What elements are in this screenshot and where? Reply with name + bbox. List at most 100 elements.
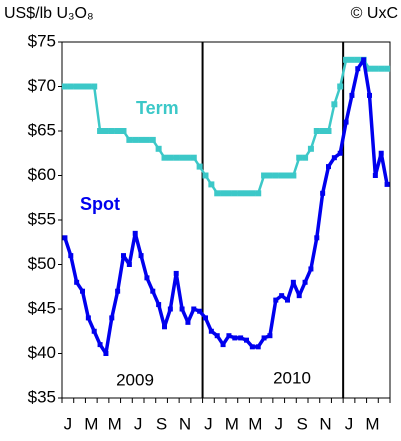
series-marker xyxy=(308,266,314,272)
series-marker xyxy=(272,172,279,179)
series-marker xyxy=(220,190,227,197)
source: © UxC xyxy=(351,5,398,22)
series-marker xyxy=(173,154,180,161)
series-marker xyxy=(232,335,238,341)
series-marker xyxy=(279,293,285,299)
series-marker xyxy=(185,319,191,325)
y-tick-label: $60 xyxy=(28,165,56,184)
series-marker xyxy=(203,315,208,321)
series-marker xyxy=(173,270,179,276)
series-marker xyxy=(167,154,174,161)
series-marker xyxy=(378,150,384,156)
series-marker xyxy=(120,128,127,134)
series-marker xyxy=(319,128,326,134)
x-tick-label: J xyxy=(204,414,213,433)
series-marker xyxy=(290,172,297,179)
series-marker xyxy=(261,172,268,179)
series-marker xyxy=(109,315,115,321)
series-marker xyxy=(384,65,391,72)
series-marker xyxy=(80,288,85,294)
series-marker xyxy=(343,119,349,125)
series-marker xyxy=(296,293,302,299)
series-marker xyxy=(197,308,203,314)
series-marker xyxy=(372,65,379,72)
series-marker xyxy=(285,297,290,303)
series-marker xyxy=(143,136,150,143)
series-marker xyxy=(150,288,156,294)
series-marker xyxy=(355,66,361,72)
series-marker xyxy=(155,145,162,152)
series-marker xyxy=(121,253,126,259)
x-tick-label: J xyxy=(64,414,73,433)
series-marker xyxy=(138,136,145,143)
series-marker xyxy=(214,333,220,339)
x-tick-label: M xyxy=(365,414,379,433)
series-marker xyxy=(226,333,232,339)
series-marker xyxy=(103,351,109,356)
series-marker xyxy=(196,163,203,170)
series-marker xyxy=(132,230,138,236)
series-marker xyxy=(302,279,308,285)
series-marker xyxy=(266,172,273,179)
legend-label: Spot xyxy=(80,194,120,214)
series-marker xyxy=(91,83,98,90)
series-marker xyxy=(320,190,326,196)
series-marker xyxy=(132,136,139,143)
year-label: 2009 xyxy=(116,370,154,389)
series-marker xyxy=(366,65,373,72)
y-tick-label: $70 xyxy=(28,76,56,95)
y-tick-label: $75 xyxy=(28,31,56,50)
series-marker xyxy=(214,190,221,197)
series-marker xyxy=(97,128,104,134)
series-marker xyxy=(79,83,86,90)
x-tick-label: J xyxy=(134,414,143,433)
series-marker xyxy=(126,136,133,143)
y-tick-label: $55 xyxy=(28,209,56,228)
series-marker xyxy=(114,128,121,134)
series-marker xyxy=(74,279,80,285)
plot-frame xyxy=(61,41,391,399)
series-marker xyxy=(325,128,332,134)
series-marker xyxy=(255,344,261,350)
series-marker xyxy=(384,181,390,187)
series-marker xyxy=(97,342,103,348)
series-marker xyxy=(61,83,68,90)
x-tick-label: M xyxy=(225,414,239,433)
series-marker xyxy=(290,279,296,285)
x-tick-label: M xyxy=(84,414,98,433)
x-tick-label: M xyxy=(108,414,122,433)
series-marker xyxy=(184,154,191,161)
y-tick-label: $50 xyxy=(28,254,56,273)
x-tick-label: M xyxy=(248,414,262,433)
series-marker xyxy=(162,324,167,330)
series-marker xyxy=(343,56,350,63)
series-marker xyxy=(73,83,80,90)
series-marker xyxy=(208,181,215,188)
series-marker xyxy=(161,154,168,161)
series-marker xyxy=(85,83,92,90)
series-marker xyxy=(267,333,273,339)
series-marker xyxy=(307,145,314,152)
series-marker xyxy=(67,83,74,90)
series-marker xyxy=(238,335,244,341)
series-marker xyxy=(237,190,244,197)
series-marker xyxy=(220,342,226,348)
series-marker xyxy=(144,275,150,281)
series-marker xyxy=(244,337,249,343)
y-tick-label: $35 xyxy=(28,387,56,406)
series-marker xyxy=(179,154,186,161)
series-marker xyxy=(302,154,309,161)
series-marker xyxy=(156,302,162,308)
series-marker xyxy=(91,328,97,334)
series-marker xyxy=(354,56,361,63)
x-tick-label: N xyxy=(179,414,191,433)
legend-label: Term xyxy=(136,98,179,118)
series-marker xyxy=(261,335,267,341)
series-marker xyxy=(202,172,209,179)
y-tick-label: $40 xyxy=(28,343,56,362)
series-marker xyxy=(348,56,355,63)
series-marker xyxy=(208,328,214,334)
series-marker xyxy=(126,262,132,267)
series-marker xyxy=(138,253,144,259)
series-marker xyxy=(372,173,378,178)
